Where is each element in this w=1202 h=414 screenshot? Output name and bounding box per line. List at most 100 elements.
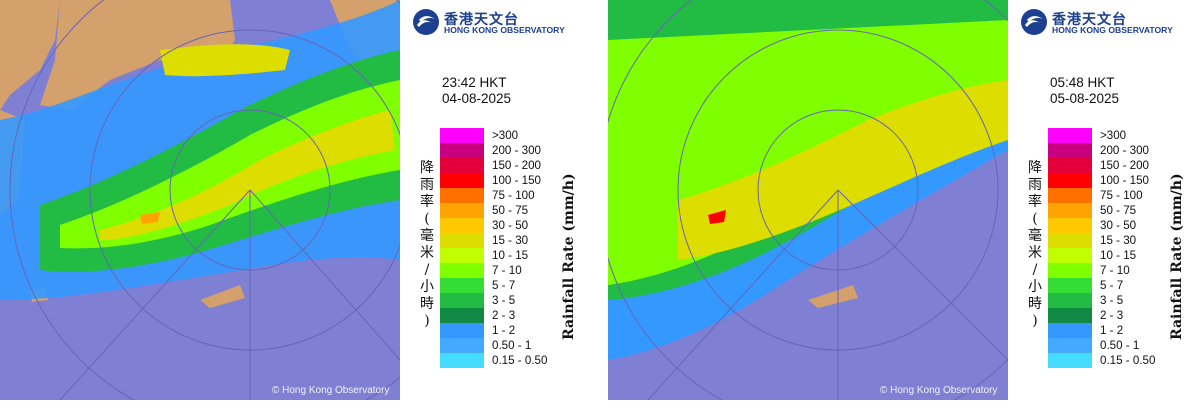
legend-range-label: 3 - 5 (1100, 294, 1124, 307)
legend-range-label: 0.50 - 1 (1100, 339, 1140, 352)
legend-row: 100 - 150 (440, 173, 560, 188)
legend-row: 150 - 200 (1048, 158, 1168, 173)
legend-swatch (1048, 203, 1092, 218)
land-mass (0, 0, 60, 110)
legend-row: 1 - 2 (1048, 323, 1168, 338)
legend-row: 10 - 15 (1048, 248, 1168, 263)
legend-row: 0.50 - 1 (1048, 338, 1168, 353)
legend-range-label: 75 - 100 (1100, 189, 1143, 202)
radar-panel-2: © Hong Kong Observatory 香港天文台 HONG KONG … (608, 0, 1202, 414)
time-label: 23:42 HKT (442, 75, 507, 90)
legend-range-label: 200 - 300 (1100, 144, 1149, 157)
legend-swatch (440, 263, 484, 278)
time-label: 05:48 HKT (1050, 75, 1115, 90)
hko-logo-icon (1021, 9, 1047, 35)
legend-swatch (1048, 218, 1092, 233)
legend-swatch (440, 128, 484, 143)
legend-range-label: 10 - 15 (1100, 249, 1137, 262)
legend-range-label: 150 - 200 (492, 159, 541, 172)
hko-logo: 香港天文台 HONG KONG OBSERVATORY (412, 8, 582, 36)
legend-range-label: 5 - 7 (492, 279, 516, 292)
legend-range-label: 100 - 150 (1100, 174, 1149, 187)
legend-range-label: 30 - 50 (1100, 219, 1137, 232)
legend-swatch (1048, 338, 1092, 353)
radar-map-1: © Hong Kong Observatory (0, 0, 400, 400)
legend-row: >300 (1048, 128, 1168, 143)
legend-row: 30 - 50 (1048, 218, 1168, 233)
legend-sidebar-2: 香港天文台 HONG KONG OBSERVATORY 05:48 HKT 05… (1010, 0, 1202, 414)
radar-image-1 (0, 0, 400, 400)
legend-row: 1 - 2 (440, 323, 560, 338)
legend-swatch (440, 308, 484, 323)
legend-row: >300 (440, 128, 560, 143)
legend-row: 2 - 3 (440, 308, 560, 323)
hko-logo-icon (413, 9, 439, 35)
legend-row: 5 - 7 (440, 278, 560, 293)
legend-range-label: 30 - 50 (492, 219, 529, 232)
hko-logo: 香港天文台 HONG KONG OBSERVATORY (1020, 8, 1190, 36)
legend-range-label: 7 - 10 (492, 264, 522, 277)
legend-swatch (1048, 263, 1092, 278)
legend-row: 15 - 30 (440, 233, 560, 248)
rain-band (60, 80, 400, 249)
legend-range-label: 0.50 - 1 (492, 339, 532, 352)
rain-band (160, 44, 290, 77)
legend-range-label: 100 - 150 (492, 174, 541, 187)
logo-name-zh: 香港天文台 (444, 12, 519, 28)
legend-swatch (440, 188, 484, 203)
legend-range-label: 200 - 300 (492, 144, 541, 157)
legend-swatch (440, 278, 484, 293)
logo-name-en: HONG KONG OBSERVATORY (1052, 25, 1173, 35)
legend-range-label: 10 - 15 (492, 249, 529, 262)
date-label: 05-08-2025 (1050, 91, 1120, 106)
legend-swatch (1048, 293, 1092, 308)
legend-row: 75 - 100 (1048, 188, 1168, 203)
legend-range-label: 2 - 3 (492, 309, 516, 322)
rain-band (708, 210, 726, 224)
radar-map-2: © Hong Kong Observatory (608, 0, 1008, 400)
legend-label-zh: 降雨率(毫米 / 小時) (420, 160, 434, 329)
rainfall-legend: >300 200 - 300 150 - 200 100 - 150 75 - 100 5… (440, 128, 560, 368)
legend-swatch (1048, 188, 1092, 203)
legend-swatch (1048, 278, 1092, 293)
rain-band (678, 80, 1008, 260)
legend-label-zh: 降雨率(毫米 / 小時) (1028, 160, 1042, 329)
rain-band (100, 110, 395, 240)
legend-range-label: >300 (1100, 129, 1127, 142)
legend-range-label: 7 - 10 (1100, 264, 1130, 277)
legend-swatch (1048, 233, 1092, 248)
legend-range-label: 150 - 200 (1100, 159, 1149, 172)
legend-swatch (1048, 128, 1092, 143)
legend-range-label: 0.15 - 0.50 (1100, 354, 1156, 367)
rainfall-legend: >300 200 - 300 150 - 200 100 - 150 75 - 100 5… (1048, 128, 1168, 368)
rain-band (140, 212, 160, 224)
legend-range-label: 50 - 75 (492, 204, 529, 217)
legend-swatch (440, 338, 484, 353)
timestamp: 05:48 HKT 05-08-2025 (1050, 75, 1119, 107)
legend-row: 0.50 - 1 (440, 338, 560, 353)
land-mass (40, 0, 235, 110)
legend-range-label: 50 - 75 (1100, 204, 1137, 217)
legend-label-en: Rainfall Rate (mm/h) (561, 173, 577, 340)
legend-row: 3 - 5 (440, 293, 560, 308)
legend-row: 50 - 75 (440, 203, 560, 218)
legend-row: 150 - 200 (440, 158, 560, 173)
copyright-text: © Hong Kong Observatory (272, 385, 390, 396)
legend-swatch (1048, 248, 1092, 263)
timestamp: 23:42 HKT 04-08-2025 (442, 75, 511, 107)
legend-sidebar-1: 香港天文台 HONG KONG OBSERVATORY 23:42 HKT 04… (402, 0, 598, 414)
legend-swatch (1048, 173, 1092, 188)
legend-range-label: >300 (492, 129, 519, 142)
legend-swatch (440, 143, 484, 158)
legend-row: 2 - 3 (1048, 308, 1168, 323)
legend-swatch (440, 158, 484, 173)
legend-row: 10 - 15 (440, 248, 560, 263)
legend-swatch (440, 218, 484, 233)
legend-swatch (440, 203, 484, 218)
legend-swatch (1048, 158, 1092, 173)
legend-row: 7 - 10 (440, 263, 560, 278)
legend-row: 0.15 - 0.50 (1048, 353, 1168, 368)
legend-range-label: 5 - 7 (1100, 279, 1124, 292)
copyright-text: © Hong Kong Observatory (880, 385, 998, 396)
legend-swatch (1048, 323, 1092, 338)
